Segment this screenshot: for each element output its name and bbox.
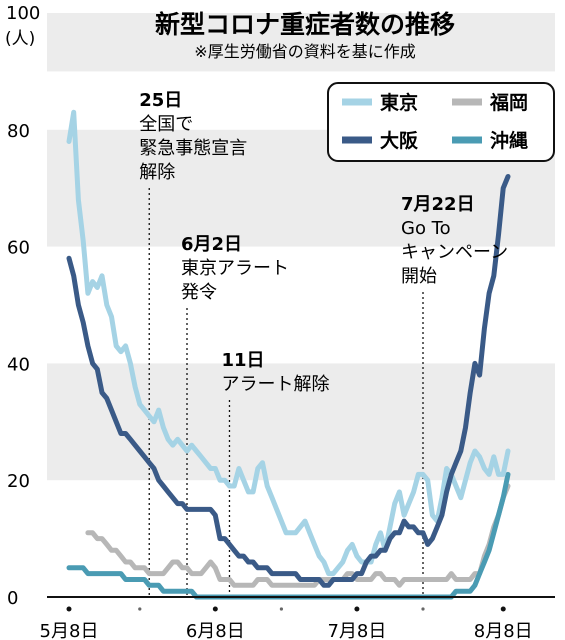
legend-label-okinawa: 沖縄: [490, 129, 528, 152]
annotation-text-3-2: キャンペーン: [401, 242, 508, 263]
x-tick-label-2: 7月8日: [327, 621, 386, 640]
annotation-text-2-1: アラート解除: [221, 374, 329, 395]
grid-band-2: [47, 13, 555, 72]
x-tick-labels: 5月8日 6月8日 7月8日 8月8日: [40, 606, 533, 640]
annotation-text-3-0: 7月22日: [401, 194, 475, 215]
x-minor-dot: [138, 607, 142, 611]
y-tick-label-0: 0: [7, 588, 18, 609]
x-tick-dot-2: [354, 606, 360, 612]
x-tick-label-0: 5月8日: [40, 621, 99, 640]
y-axis-unit: (人): [5, 29, 35, 49]
annotation-text-0-2: 緊急事態宣言: [139, 138, 247, 159]
annotation-text-1-0: 6月2日: [181, 234, 242, 255]
x-tick-dot-3: [500, 606, 506, 612]
legend: 東京 福岡 大阪 沖縄: [327, 82, 555, 162]
annotation-text-3-3: 開始: [401, 266, 437, 287]
annotation-text-0-3: 解除: [139, 162, 175, 183]
annotation-text-1-1: 東京アラート: [181, 258, 289, 279]
series-line-1: [66, 174, 511, 588]
legend-box: [327, 82, 555, 162]
x-tick-label-3: 8月8日: [474, 621, 533, 640]
series-line-0: [66, 109, 511, 577]
y-tick-label-4: 80: [7, 121, 30, 142]
legend-label-fukuoka: 福岡: [489, 91, 528, 114]
x-tick-label-1: 6月8日: [186, 621, 245, 640]
annotation-text-0-1: 全国で: [139, 114, 193, 135]
y-tick-label-3: 60: [7, 238, 30, 259]
chart-subtitle: ※厚生労働省の資料を基に作成: [194, 42, 415, 61]
y-tick-label-2: 40: [7, 354, 30, 375]
x-minor-dot: [421, 607, 425, 611]
annotation-text-1-2: 発令: [181, 282, 217, 303]
x-tick-dot-1: [212, 606, 218, 612]
annotation-text-3-1: Go To: [401, 218, 451, 239]
y-tick-labels: 0 20 40 60 80: [7, 121, 30, 609]
x-tick-dot-0: [66, 606, 72, 612]
annotation-lines: [148, 188, 424, 597]
y-axis-top-value: 100: [6, 3, 40, 24]
chart-title: 新型コロナ重症者数の推移: [155, 10, 455, 39]
y-tick-label-1: 20: [7, 471, 30, 492]
legend-label-tokyo: 東京: [380, 91, 418, 114]
x-minor-dot: [279, 607, 283, 611]
annotation-text-2-0: 11日: [221, 350, 264, 371]
series-line-2: [85, 483, 511, 588]
annotation-text-0-0: 25日: [139, 90, 182, 111]
legend-label-osaka: 大阪: [380, 129, 419, 152]
